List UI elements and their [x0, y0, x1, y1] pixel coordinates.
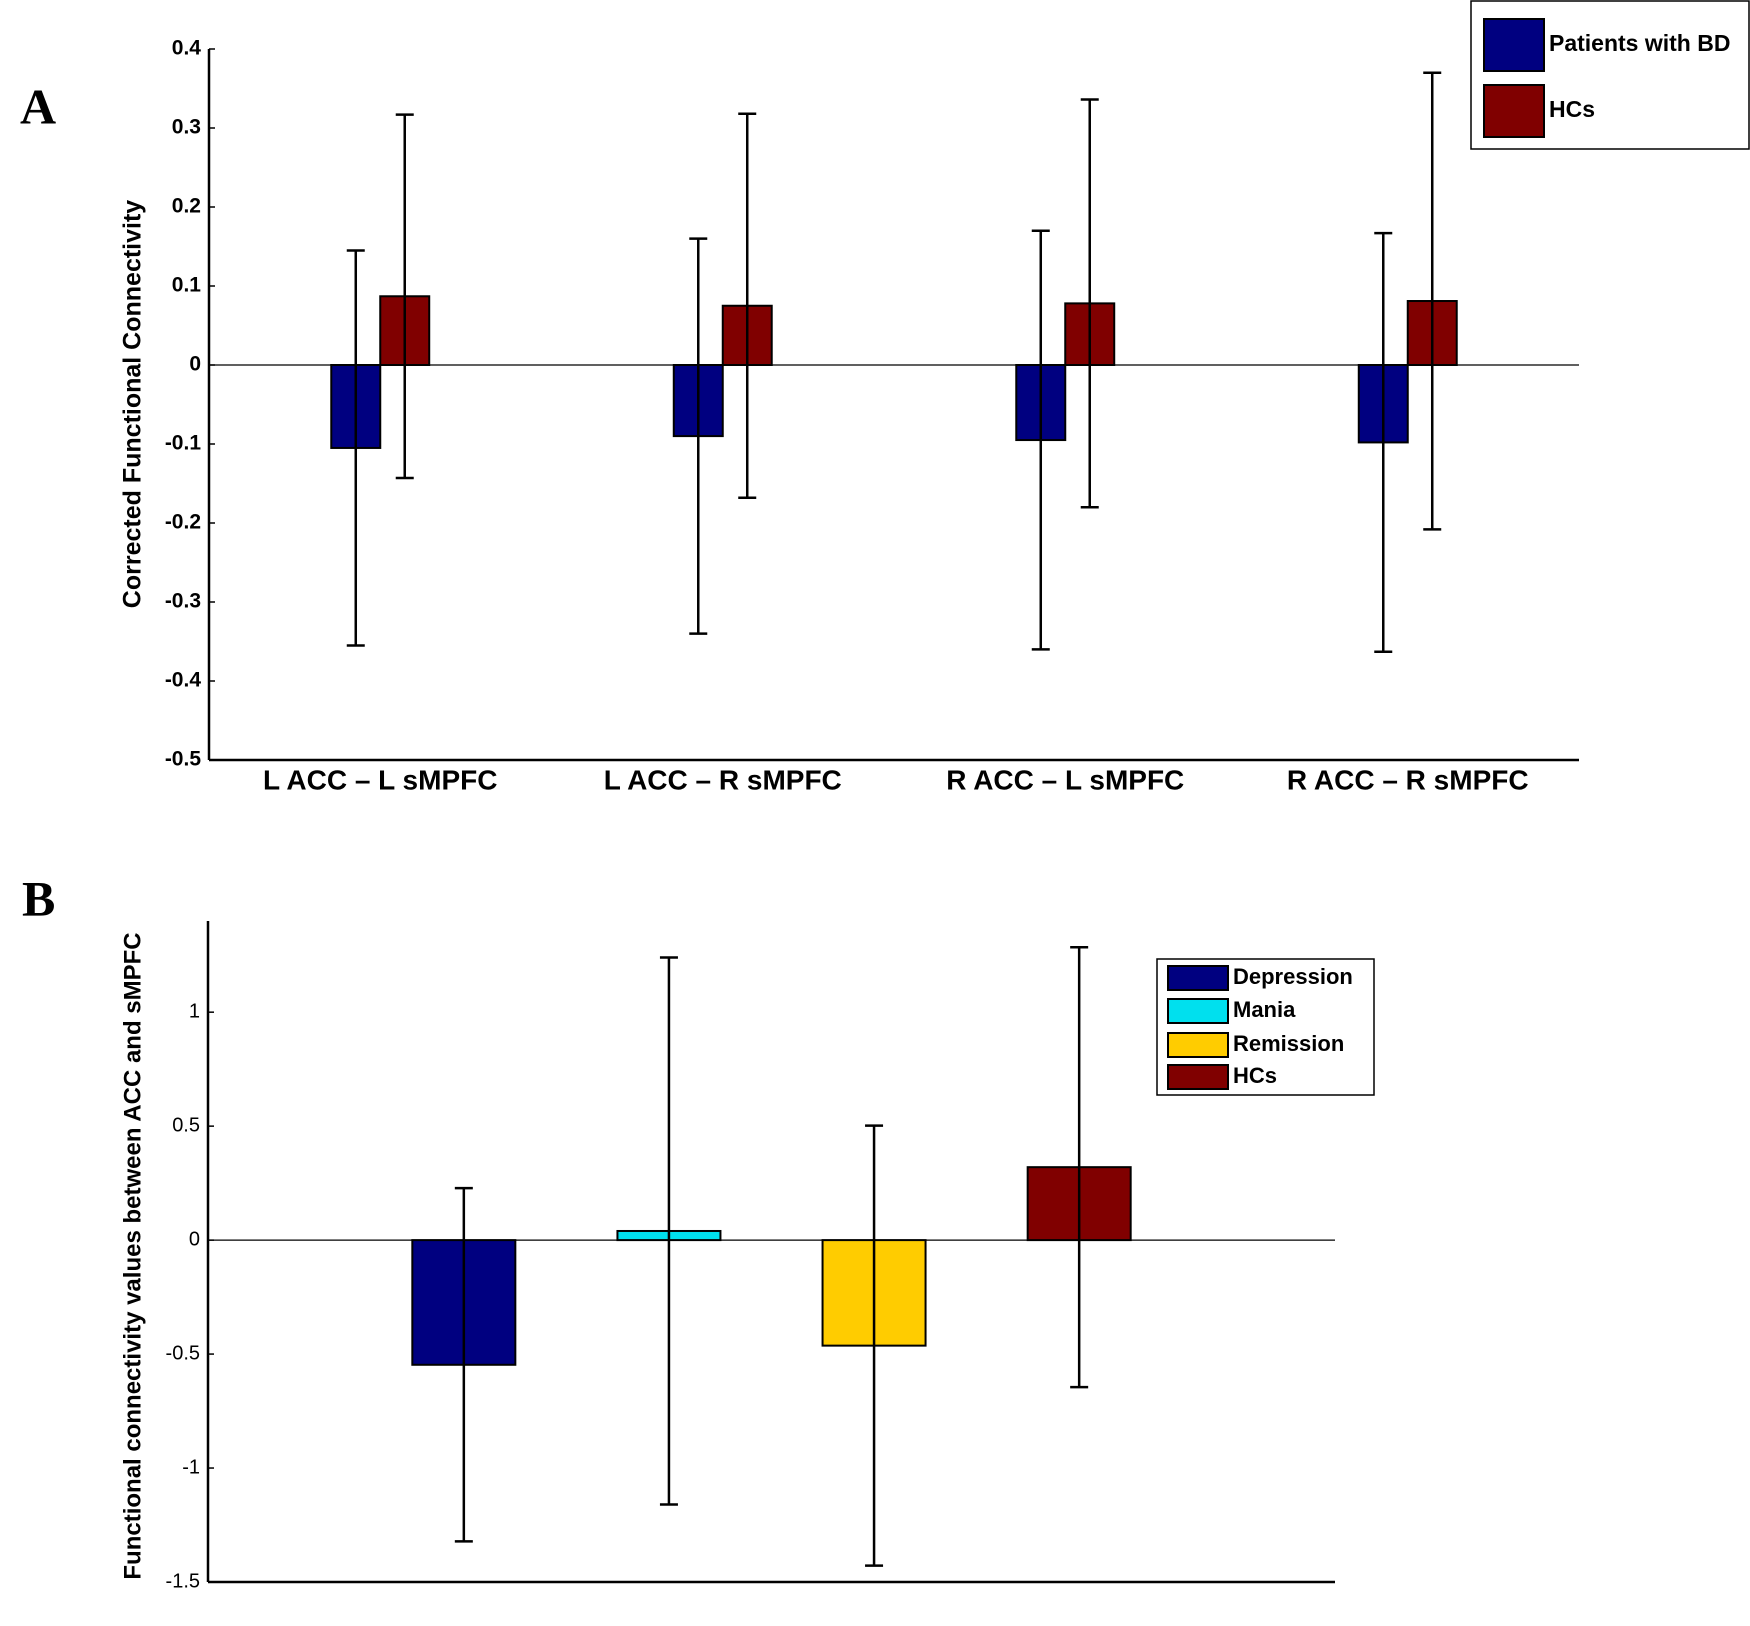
legend-label: Mania — [1233, 997, 1296, 1022]
error-bar — [346, 249, 365, 647]
error-bar — [1423, 71, 1442, 531]
error-bar — [689, 237, 708, 635]
y-tick-label: -0.2 — [165, 511, 201, 534]
x-tick-label: L ACC – L sMPFC — [263, 764, 497, 795]
y-tick-label: -0.3 — [165, 590, 201, 613]
legend-label: Patients with BD — [1549, 30, 1730, 56]
y-tick-label: -0.4 — [165, 669, 202, 692]
legend-label: Remission — [1233, 1031, 1344, 1056]
legend-swatch — [1483, 84, 1545, 138]
y-tick-label: -0.1 — [165, 432, 202, 455]
legend-swatch — [1167, 965, 1229, 991]
error-bar — [738, 112, 757, 499]
error-bar — [1374, 231, 1393, 654]
y-tick-label: -1 — [182, 1456, 200, 1478]
legend-label: Depression — [1233, 964, 1353, 989]
legend-swatch — [1483, 18, 1545, 72]
y-tick-label: 0.4 — [172, 37, 202, 60]
y-tick-label: 0.2 — [172, 195, 201, 218]
y-axis-label: Corrected Functional Connectivity — [119, 200, 147, 608]
y-tick-label: 0.5 — [172, 1114, 200, 1136]
error-bar — [659, 956, 678, 1506]
y-tick-label: 0 — [189, 353, 201, 376]
legend-label: HCs — [1233, 1063, 1277, 1088]
error-bar — [1031, 229, 1050, 651]
y-tick-label: 0.1 — [172, 274, 202, 297]
error-bar — [1080, 98, 1099, 509]
legend-swatch — [1167, 1064, 1229, 1090]
legend-swatch — [1167, 1032, 1229, 1058]
y-axis-label: Functional connectivity values between A… — [119, 932, 146, 1579]
error-bar — [395, 113, 414, 480]
y-tick-label: 0 — [189, 1228, 200, 1250]
panel-label: B — [22, 870, 55, 926]
x-tick-label: R ACC – R sMPFC — [1287, 764, 1529, 795]
x-tick-label: L ACC – R sMPFC — [604, 764, 842, 795]
x-tick-label: R ACC – L sMPFC — [946, 764, 1184, 795]
error-bar — [1070, 945, 1089, 1389]
legend-swatch — [1167, 998, 1229, 1024]
y-tick-label: -0.5 — [166, 1342, 200, 1364]
y-tick-label: -0.5 — [165, 748, 202, 771]
y-tick-label: 1 — [189, 1000, 200, 1022]
error-bar — [454, 1186, 473, 1543]
y-tick-label: -1.5 — [166, 1570, 200, 1592]
error-bar — [865, 1124, 884, 1567]
y-tick-label: 0.3 — [172, 116, 201, 139]
legend-label: HCs — [1549, 96, 1595, 122]
panel-label: A — [20, 78, 56, 134]
